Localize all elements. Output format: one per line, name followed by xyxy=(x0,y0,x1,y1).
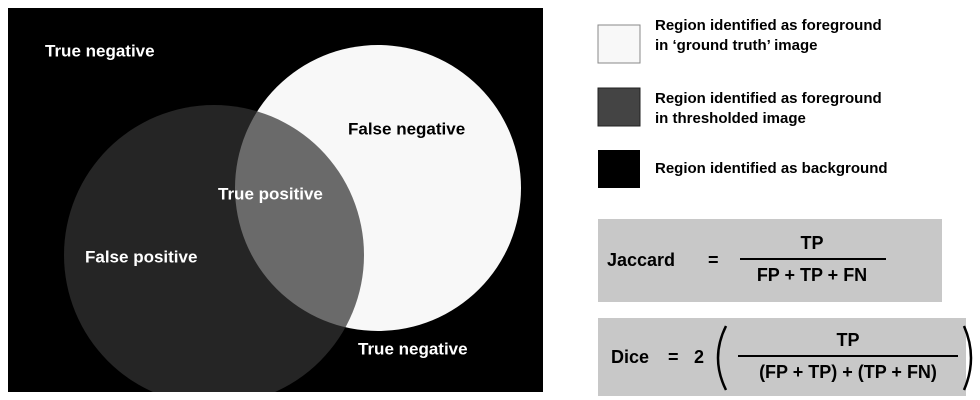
region-label: True negative xyxy=(358,339,468,358)
paren xyxy=(962,325,973,391)
legend-text: in ‘ground truth’ image xyxy=(655,37,818,54)
legend-swatch xyxy=(598,150,640,188)
region-label: True negative xyxy=(45,41,155,60)
legend-text: Region identified as background xyxy=(655,160,888,177)
thresholded-circle xyxy=(64,105,364,392)
formula-name: Dice xyxy=(611,347,649,367)
legend-text: in thresholded image xyxy=(655,110,806,127)
formula-equals: = xyxy=(708,250,719,270)
legend-text: Region identified as foreground xyxy=(655,90,882,107)
numerator: TP xyxy=(836,330,859,350)
denominator: (FP + TP) + (TP + FN) xyxy=(759,362,937,382)
formula-equals: = xyxy=(668,347,679,367)
factor: 2 xyxy=(694,347,704,367)
region-label: False negative xyxy=(348,119,465,138)
numerator: TP xyxy=(800,233,823,253)
legend-text: Region identified as foreground xyxy=(655,17,882,34)
denominator: FP + TP + FN xyxy=(757,265,867,285)
formula-name: Jaccard xyxy=(607,250,675,270)
legend-swatch xyxy=(597,87,641,127)
legend-swatch xyxy=(597,24,641,64)
paren xyxy=(716,325,728,391)
region-label: False positive xyxy=(85,247,197,266)
jaccard-box xyxy=(598,219,942,302)
region-label: True positive xyxy=(218,184,323,203)
